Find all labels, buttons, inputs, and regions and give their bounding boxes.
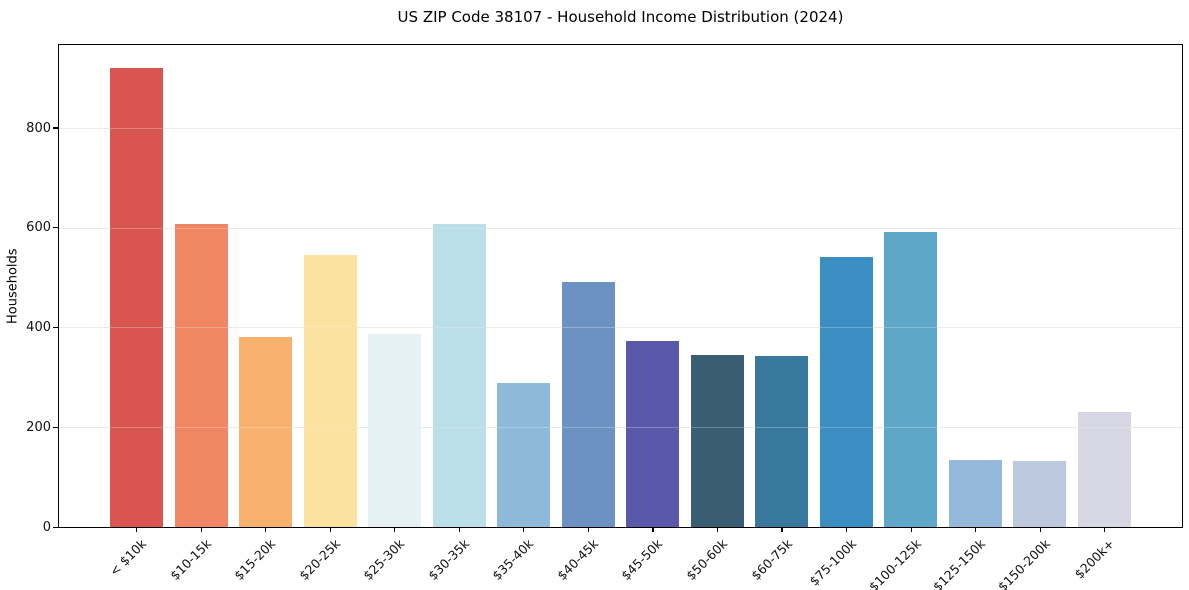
y-tick-label-600: 600 (26, 220, 51, 236)
gridlines-under (59, 45, 1182, 527)
x-tick-label-200k: $200k+ (1071, 536, 1118, 582)
x-tick-mark-25-30k (394, 527, 396, 533)
gridline-y-400 (59, 327, 1182, 329)
bar-200k (1078, 412, 1131, 527)
gridline-y-800 (59, 127, 1182, 129)
x-tick-mark-20-25k (329, 527, 331, 533)
x-tick-label-125-150k: $125-150k (929, 536, 989, 590)
x-tick-label-10k: < $10k (106, 536, 150, 580)
bar-150-200k (1013, 461, 1067, 527)
x-tick-mark-60-75k (781, 527, 783, 533)
x-tick-label-20-25k: $20-25k (295, 536, 343, 584)
plot-area (58, 44, 1183, 528)
x-tick-mark-150-200k (1039, 527, 1041, 533)
x-tick-label-75-100k: $75-100k (806, 536, 860, 589)
x-tick-mark-100-125k (910, 527, 912, 533)
bar-75-100k (819, 257, 873, 527)
x-tick-label-15-20k: $15-20k (231, 536, 279, 584)
x-tick-label-50-60k: $50-60k (683, 536, 731, 584)
x-tick-label-30-35k: $30-35k (424, 536, 472, 584)
bar-25-30k (368, 333, 422, 527)
x-tick-mark-10k (136, 527, 138, 533)
bar-50-60k (690, 354, 744, 527)
y-tick-label-400: 400 (26, 320, 51, 336)
x-tick-label-100-125k: $100-125k (865, 536, 924, 590)
y-tick-label-200: 200 (26, 419, 51, 435)
x-tick-mark-35-40k (523, 527, 525, 533)
x-tick-label-10-15k: $10-15k (166, 536, 214, 584)
bar-15-20k (239, 336, 293, 527)
bar-10-15k (174, 224, 228, 527)
bar-125-150k (948, 460, 1002, 527)
bars-container (59, 45, 1182, 527)
x-tick-label-45-50k: $45-50k (618, 536, 666, 584)
x-tick-label-60-75k: $60-75k (747, 536, 795, 584)
x-tick-mark-30-35k (458, 527, 460, 533)
y-tick-mark-600 (53, 227, 58, 229)
bar-100-125k (884, 232, 938, 527)
bar-35-40k (497, 382, 551, 527)
x-tick-mark-40-45k (587, 527, 590, 533)
bar-30-35k (432, 224, 486, 527)
x-tick-label-40-45k: $40-45k (553, 536, 602, 584)
y-tick-mark-200 (53, 426, 58, 428)
bar-40-45k (561, 282, 615, 527)
y-tick-mark-400 (53, 327, 58, 329)
x-tick-label-150-200k: $150-200k (994, 536, 1053, 590)
gridline-y-600 (59, 227, 1182, 229)
chart-title: US ZIP Code 38107 - Household Income Dis… (397, 8, 844, 26)
bar-10k (110, 67, 163, 527)
x-tick-mark-15-20k (265, 527, 267, 533)
x-tick-mark-10-15k (200, 527, 202, 533)
bar-45-50k (626, 340, 680, 527)
bar-20-25k (303, 255, 357, 527)
x-tick-mark-200k (1104, 527, 1106, 533)
y-tick-label-0: 0 (42, 519, 51, 535)
x-tick-mark-75-100k (845, 527, 848, 533)
y-axis-label: Households (5, 248, 21, 324)
y-tick-mark-800 (53, 127, 58, 129)
x-tick-mark-50-60k (716, 527, 719, 533)
y-tick-mark-0 (53, 526, 58, 528)
x-tick-label-35-40k: $35-40k (489, 536, 537, 584)
gridline-y-200 (59, 427, 1182, 429)
x-tick-label-25-30k: $25-30k (360, 536, 408, 584)
y-tick-label-800: 800 (26, 120, 51, 136)
x-tick-mark-45-50k (652, 527, 654, 533)
bar-60-75k (755, 355, 809, 527)
x-tick-mark-125-150k (975, 527, 977, 533)
